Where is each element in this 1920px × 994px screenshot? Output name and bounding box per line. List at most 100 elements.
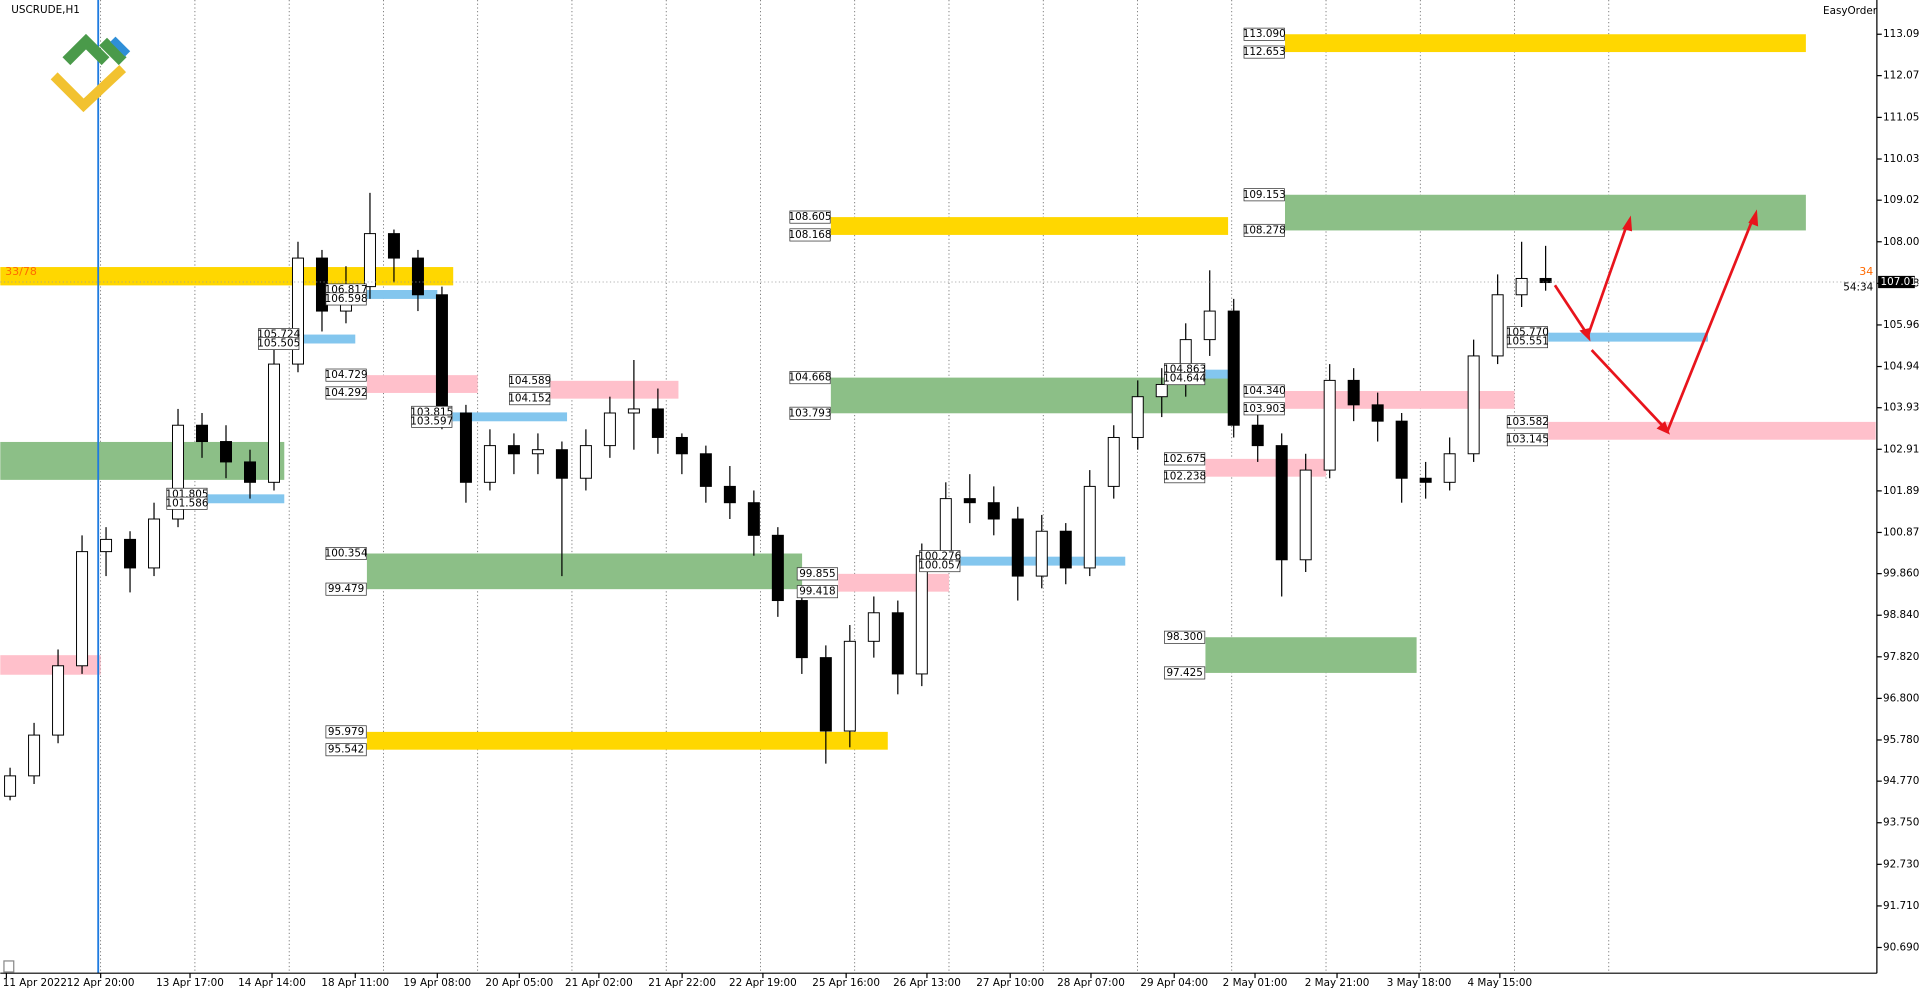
candle-body — [1395, 420, 1408, 479]
candle-body — [172, 424, 185, 520]
candle-body — [148, 518, 161, 569]
candle-body — [747, 502, 760, 536]
price-zone — [1206, 637, 1417, 673]
price-zone — [1285, 390, 1515, 409]
zone-label-box — [1164, 666, 1206, 680]
candle-body — [1299, 469, 1312, 561]
zone-label: 108.168 — [789, 229, 832, 241]
symbol-title: USCRUDE,H1 — [11, 4, 80, 16]
y-tick-label: 103.930 — [1883, 402, 1920, 414]
y-tick-label: 112.075 — [1883, 70, 1920, 82]
zone-label: 104.292 — [325, 387, 368, 399]
zone-label-box — [1243, 188, 1285, 202]
zone-label: 104.340 — [1243, 385, 1286, 397]
candle-body — [819, 657, 832, 732]
zone-label-box — [325, 547, 367, 560]
zone-label-box — [509, 392, 551, 406]
x-tick-label: 3 May 18:00 — [1387, 977, 1452, 989]
zone-label: 106.598 — [325, 293, 368, 305]
zone-label: 105.505 — [257, 337, 300, 349]
zone-label: 103.582 — [1506, 416, 1549, 428]
y-tick-label: 109.020 — [1883, 194, 1920, 206]
candle-body — [124, 538, 137, 569]
zone-label-box — [166, 496, 208, 510]
zone-label: 102.238 — [1163, 471, 1206, 483]
y-tick-label: 92.730 — [1883, 858, 1919, 870]
zone-label-box — [325, 743, 367, 757]
zone-label-box — [1243, 384, 1285, 398]
zone-label: 106.817 — [325, 284, 368, 296]
candle-body — [1443, 453, 1456, 483]
zone-label-box — [325, 725, 367, 739]
y-tick-label: 95.780 — [1883, 734, 1919, 746]
candle-body — [603, 412, 616, 447]
zone-label-box — [789, 228, 831, 242]
candle-body — [459, 412, 472, 483]
y-tick-label: 91.710 — [1883, 900, 1919, 912]
zone-label-box — [258, 337, 300, 350]
y-tick-label: 101.890 — [1883, 485, 1920, 497]
zone-label: 112.653 — [1243, 46, 1286, 58]
candle-body — [1539, 277, 1552, 284]
zone-label-box — [919, 559, 961, 573]
x-tick-label: 28 Apr 07:00 — [1057, 977, 1125, 989]
price-zone — [1548, 421, 1876, 440]
zone-label: 104.729 — [325, 369, 368, 381]
zone-label: 100.057 — [918, 560, 961, 572]
zone-label-box — [411, 414, 453, 428]
zone-label: 101.586 — [165, 497, 208, 509]
candle-body — [1107, 436, 1120, 487]
candle-body — [291, 257, 304, 365]
logo — [50, 33, 131, 113]
price-zone — [0, 655, 101, 675]
candle-body — [52, 665, 65, 736]
zone-label-box — [1506, 433, 1548, 447]
candle-body — [1059, 530, 1072, 569]
x-tick-label: 21 Apr 02:00 — [565, 977, 633, 989]
x-tick-label: 11 Apr 2022 — [3, 977, 67, 989]
zone-label: 99.418 — [799, 586, 835, 598]
candle-body — [915, 555, 928, 675]
zone-label-box — [789, 371, 831, 385]
current-price-label: 107.013 — [1881, 276, 1920, 288]
candle-body — [1083, 485, 1096, 569]
price-zone — [0, 267, 454, 286]
zone-note: 33/78 — [5, 265, 37, 278]
candle-body — [1203, 310, 1216, 341]
y-tick-label: 93.750 — [1883, 817, 1919, 829]
current-price-box — [1878, 275, 1915, 289]
candle-body — [220, 441, 233, 463]
candle-body — [1131, 396, 1144, 438]
candle-body — [675, 436, 688, 455]
candle-body — [867, 612, 880, 642]
zone-label: 100.354 — [325, 547, 368, 559]
zone-label-box — [1164, 470, 1206, 484]
price-zone — [367, 289, 438, 299]
candle-body — [1155, 383, 1168, 398]
candle-body — [1323, 379, 1336, 471]
x-tick-label: 13 Apr 17:00 — [156, 977, 224, 989]
zone-label-box — [325, 582, 367, 596]
zone-label: 98.300 — [1166, 631, 1202, 643]
y-tick-label: 108.000 — [1883, 236, 1920, 248]
zone-label: 103.903 — [1243, 403, 1286, 415]
help-button[interactable] — [3, 960, 15, 973]
x-tick-label: 4 May 15:00 — [1468, 977, 1533, 989]
candle-body — [555, 449, 568, 479]
candle-body — [196, 424, 209, 443]
zone-label: 103.597 — [410, 415, 453, 427]
candle-body — [483, 445, 496, 483]
y-tick-label: 96.800 — [1883, 692, 1919, 704]
y-tick-label: 100.870 — [1883, 526, 1920, 538]
x-tick-label: 29 Apr 04:00 — [1140, 977, 1208, 989]
y-tick-label: 90.690 — [1883, 942, 1919, 954]
candle-body — [963, 498, 976, 504]
price-zone — [1206, 369, 1232, 379]
price-zone — [367, 553, 803, 590]
candle-body — [1035, 530, 1048, 577]
candle-body — [843, 640, 856, 732]
candle-body — [987, 502, 1000, 520]
x-tick-label: 19 Apr 08:00 — [403, 977, 471, 989]
